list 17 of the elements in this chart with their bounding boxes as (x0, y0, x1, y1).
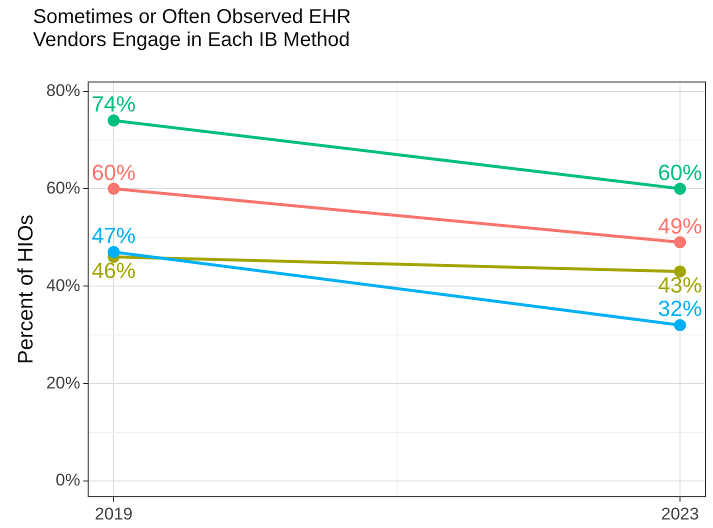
data-label: 60% (658, 160, 702, 185)
data-label: 74% (92, 92, 136, 117)
data-label: 49% (658, 213, 702, 238)
y-tick-label: 0% (56, 470, 80, 490)
data-label: 46% (92, 258, 136, 283)
y-tick-label: 20% (46, 373, 80, 392)
y-tick-label: 40% (46, 276, 80, 295)
y-tick-label: 80% (46, 80, 80, 100)
y-axis-title: Percent of HIOs (14, 214, 38, 364)
data-label: 47% (92, 223, 136, 248)
x-tick-label: 2019 (94, 504, 133, 524)
y-tick-label: 60% (46, 178, 80, 198)
data-label: 43% (658, 272, 702, 298)
chart-title: Sometimes or Often Observed EHR Vendors Engage in Each IB Method (33, 6, 351, 52)
x-tick-label: 2023 (661, 504, 699, 524)
data-label: 60% (92, 160, 136, 185)
data-label: 32% (658, 296, 702, 322)
